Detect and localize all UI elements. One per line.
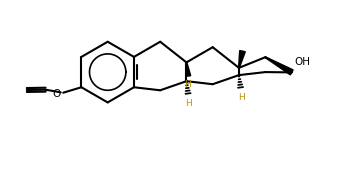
Text: H: H [238, 93, 245, 102]
Text: OH: OH [294, 57, 311, 67]
Text: H: H [184, 80, 191, 89]
Polygon shape [186, 62, 191, 76]
Text: H: H [186, 99, 192, 108]
Polygon shape [239, 50, 245, 68]
Text: O: O [53, 90, 61, 99]
Polygon shape [265, 57, 293, 75]
